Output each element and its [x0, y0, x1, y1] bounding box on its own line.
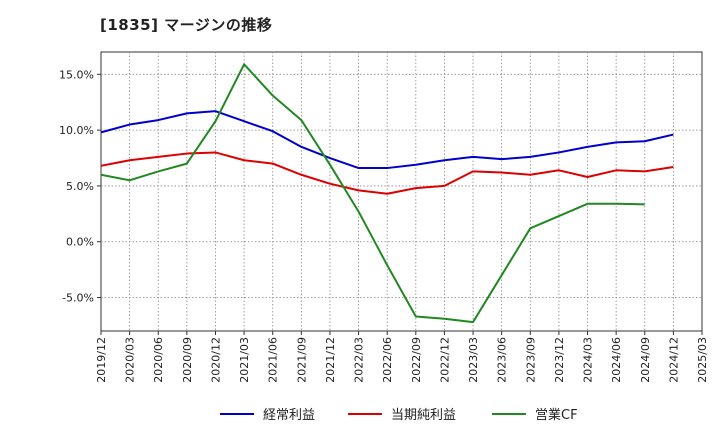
- legend-label: 営業CF: [535, 407, 578, 423]
- legend-label: 経常利益: [263, 408, 315, 423]
- y-tick-label: 5.0%: [66, 180, 94, 193]
- x-tick-label: 2020/12: [209, 337, 222, 383]
- series-line-経常利益: [100, 110, 674, 170]
- x-tick-label: 2023/09: [524, 337, 537, 383]
- x-tick-label: 2021/06: [267, 337, 280, 383]
- x-tick-label: 2024/03: [582, 337, 595, 383]
- x-tick-label: 2024/06: [610, 337, 623, 383]
- x-tick-label: 2022/09: [410, 337, 423, 383]
- x-tick-label: 2021/12: [324, 337, 337, 383]
- y-tick-label: 0.0%: [66, 236, 94, 249]
- y-tick-label: -5.0%: [62, 292, 94, 305]
- x-tick-label: 2021/03: [238, 337, 251, 383]
- x-tick-label: 2022/06: [381, 337, 394, 383]
- x-tick-label: 2019/12: [95, 337, 108, 383]
- chart-title: [1835] マージンの推移: [100, 16, 273, 34]
- x-tick-label: 2023/03: [467, 337, 480, 383]
- x-tick-label: 2024/09: [639, 337, 652, 383]
- x-tick-label: 2024/12: [667, 337, 680, 383]
- x-tick-label: 2020/06: [152, 337, 165, 383]
- x-tick-label: 2020/03: [124, 337, 137, 383]
- x-tick-label: 2020/09: [181, 337, 194, 383]
- x-tick-label: 2025/03: [696, 337, 709, 383]
- x-tick-label: 2023/06: [496, 337, 509, 383]
- x-tick-label: 2022/03: [353, 337, 366, 383]
- y-tick-label: 10.0%: [59, 124, 94, 137]
- x-tick-label: 2022/12: [438, 337, 451, 383]
- x-tick-label: 2021/09: [295, 337, 308, 383]
- y-tick-label: 15.0%: [59, 68, 94, 81]
- legend-label: 当期純利益: [391, 408, 456, 423]
- series-line-当期純利益: [100, 151, 674, 195]
- x-tick-label: 2023/12: [553, 337, 566, 383]
- series-line-営業CF: [100, 63, 645, 324]
